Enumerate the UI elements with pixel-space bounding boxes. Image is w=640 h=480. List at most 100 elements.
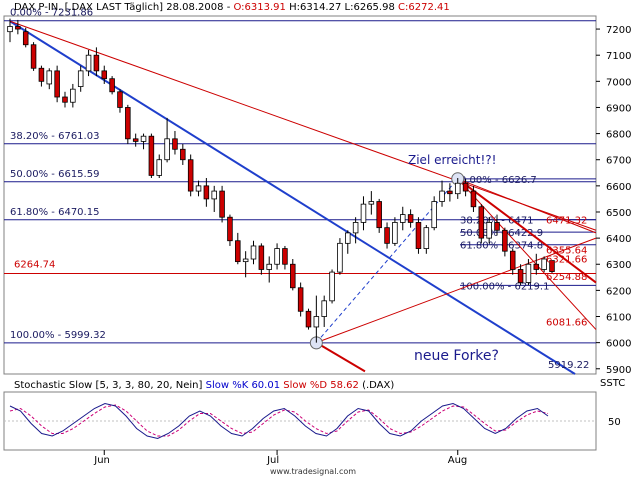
y-tick-label: 6200 bbox=[606, 286, 631, 297]
candle-down bbox=[117, 91, 123, 108]
candle-down bbox=[30, 44, 37, 69]
candle-up bbox=[70, 88, 76, 103]
candle-down bbox=[549, 260, 555, 272]
y-tick-label: 6400 bbox=[606, 234, 631, 245]
candle-up bbox=[313, 316, 320, 328]
stoch-tag: SSTC bbox=[600, 378, 625, 389]
candle-down bbox=[407, 214, 414, 223]
candle-up bbox=[46, 70, 53, 85]
red-level-label: 6254.88 bbox=[546, 272, 587, 283]
candle-down bbox=[462, 182, 469, 192]
candle-down bbox=[305, 310, 312, 328]
y-tick-label: 7000 bbox=[606, 77, 631, 88]
y-tick-label: 6100 bbox=[606, 313, 631, 324]
candle-up bbox=[7, 26, 13, 33]
candle-down bbox=[38, 67, 45, 82]
candle-up bbox=[85, 54, 92, 72]
fib-level-label: 38.20% - 6761.03 bbox=[10, 131, 99, 142]
candle-down bbox=[172, 138, 178, 150]
red-channel-mid bbox=[457, 177, 597, 284]
fib-level-label: 50.00% - 6615.59 bbox=[10, 169, 99, 180]
red-fork-line bbox=[316, 237, 597, 344]
candle-down bbox=[22, 31, 29, 46]
red-level-label: 6471.32 bbox=[546, 215, 587, 226]
candle-down bbox=[203, 185, 210, 200]
candle-up bbox=[329, 271, 335, 302]
candle-up bbox=[77, 70, 84, 87]
red-fork-handle bbox=[315, 341, 366, 373]
blue-level-label: 5919.22 bbox=[548, 360, 589, 371]
fib2-level-label: 0.00% - 6626.7 bbox=[460, 175, 537, 186]
candle-up bbox=[486, 222, 492, 239]
y-tick-label: 6300 bbox=[606, 260, 631, 271]
fib-level-label: 61.80% - 6470.15 bbox=[10, 207, 99, 218]
candle-down bbox=[54, 70, 60, 98]
candle-down bbox=[502, 229, 508, 252]
candle-up bbox=[360, 203, 367, 223]
blue-trend-line bbox=[9, 20, 576, 375]
candle-down bbox=[478, 206, 485, 239]
indicator-d-label: Slow %D 58.62 bbox=[283, 380, 359, 391]
candle-up bbox=[541, 258, 547, 270]
candle-up bbox=[525, 263, 532, 283]
candle-down bbox=[290, 263, 296, 289]
candle-down bbox=[384, 227, 390, 244]
candle-up bbox=[321, 300, 327, 317]
chart-header: DAX P-IN. [.DAX LAST Täglich] 28.08.2008… bbox=[14, 2, 450, 13]
close-value: C:6272.41 bbox=[398, 2, 450, 13]
candle-up bbox=[439, 190, 445, 202]
candle-down bbox=[227, 216, 233, 242]
indicator-k-label: Slow %K 60.01 bbox=[205, 380, 281, 391]
candle-down bbox=[219, 190, 225, 218]
red-channel-low bbox=[457, 178, 597, 330]
price-pane-frame bbox=[3, 15, 597, 375]
fib2-level-label: 100.00% - 6219.1 bbox=[460, 281, 549, 292]
y-tick-label: 5900 bbox=[606, 365, 631, 376]
candle-up bbox=[274, 248, 280, 265]
annotation-fork: neue Forke? bbox=[414, 348, 499, 364]
fib-level-label: 100.00% - 5999.32 bbox=[10, 330, 106, 341]
candle-down bbox=[282, 248, 288, 265]
candle-up bbox=[431, 201, 437, 229]
candle-down bbox=[297, 287, 304, 312]
x-month-label: Aug bbox=[448, 455, 468, 466]
fib2-level-label: 61.80% - 6374.8 bbox=[460, 241, 543, 252]
y-tick-label: 6600 bbox=[606, 182, 631, 193]
y-tick-label: 6900 bbox=[606, 103, 631, 114]
candle-down bbox=[376, 201, 382, 229]
candle-down bbox=[62, 96, 68, 103]
candle-down bbox=[533, 263, 540, 270]
candle-up bbox=[368, 201, 375, 205]
low-value: L:6265.98 bbox=[344, 2, 395, 13]
candle-down bbox=[180, 148, 186, 161]
fib2-level-label: 50.00% - 6422.9 bbox=[460, 228, 543, 239]
candle-down bbox=[517, 269, 524, 283]
y-tick-label: 7100 bbox=[606, 51, 631, 62]
annotation-target: Ziel erreicht!?! bbox=[408, 153, 496, 167]
red-channel-top bbox=[457, 178, 597, 234]
open-value: O:6313.91 bbox=[233, 2, 286, 13]
high-value: H:6314.27 bbox=[289, 2, 342, 13]
candle-up bbox=[399, 214, 406, 223]
y-tick-label: 7200 bbox=[606, 25, 631, 36]
fib-level-label: 0.00% - 7231.86 bbox=[10, 8, 93, 19]
y-tick-label: 6700 bbox=[606, 156, 631, 167]
x-month-label: Jul bbox=[266, 455, 279, 466]
candle-down bbox=[125, 107, 131, 140]
support-label: 6264.74 bbox=[14, 259, 55, 270]
candle-down bbox=[235, 240, 241, 263]
candle-down bbox=[258, 245, 265, 270]
candle-down bbox=[15, 26, 21, 30]
indicator-header: Stochastic Slow [5, 3, 3, 80, 20, Nein] … bbox=[14, 380, 394, 391]
red-level-label: 6081.66 bbox=[546, 317, 587, 328]
candle-up bbox=[250, 245, 257, 260]
stoch-k-line bbox=[9, 402, 549, 440]
candle-down bbox=[148, 135, 155, 176]
indicator-name: Stochastic Slow [5, 3, 3, 80, 20, Nein] bbox=[14, 380, 203, 391]
candle-down bbox=[494, 222, 500, 231]
candle-down bbox=[509, 250, 516, 270]
candle-up bbox=[423, 227, 430, 249]
candle-up bbox=[392, 222, 398, 244]
